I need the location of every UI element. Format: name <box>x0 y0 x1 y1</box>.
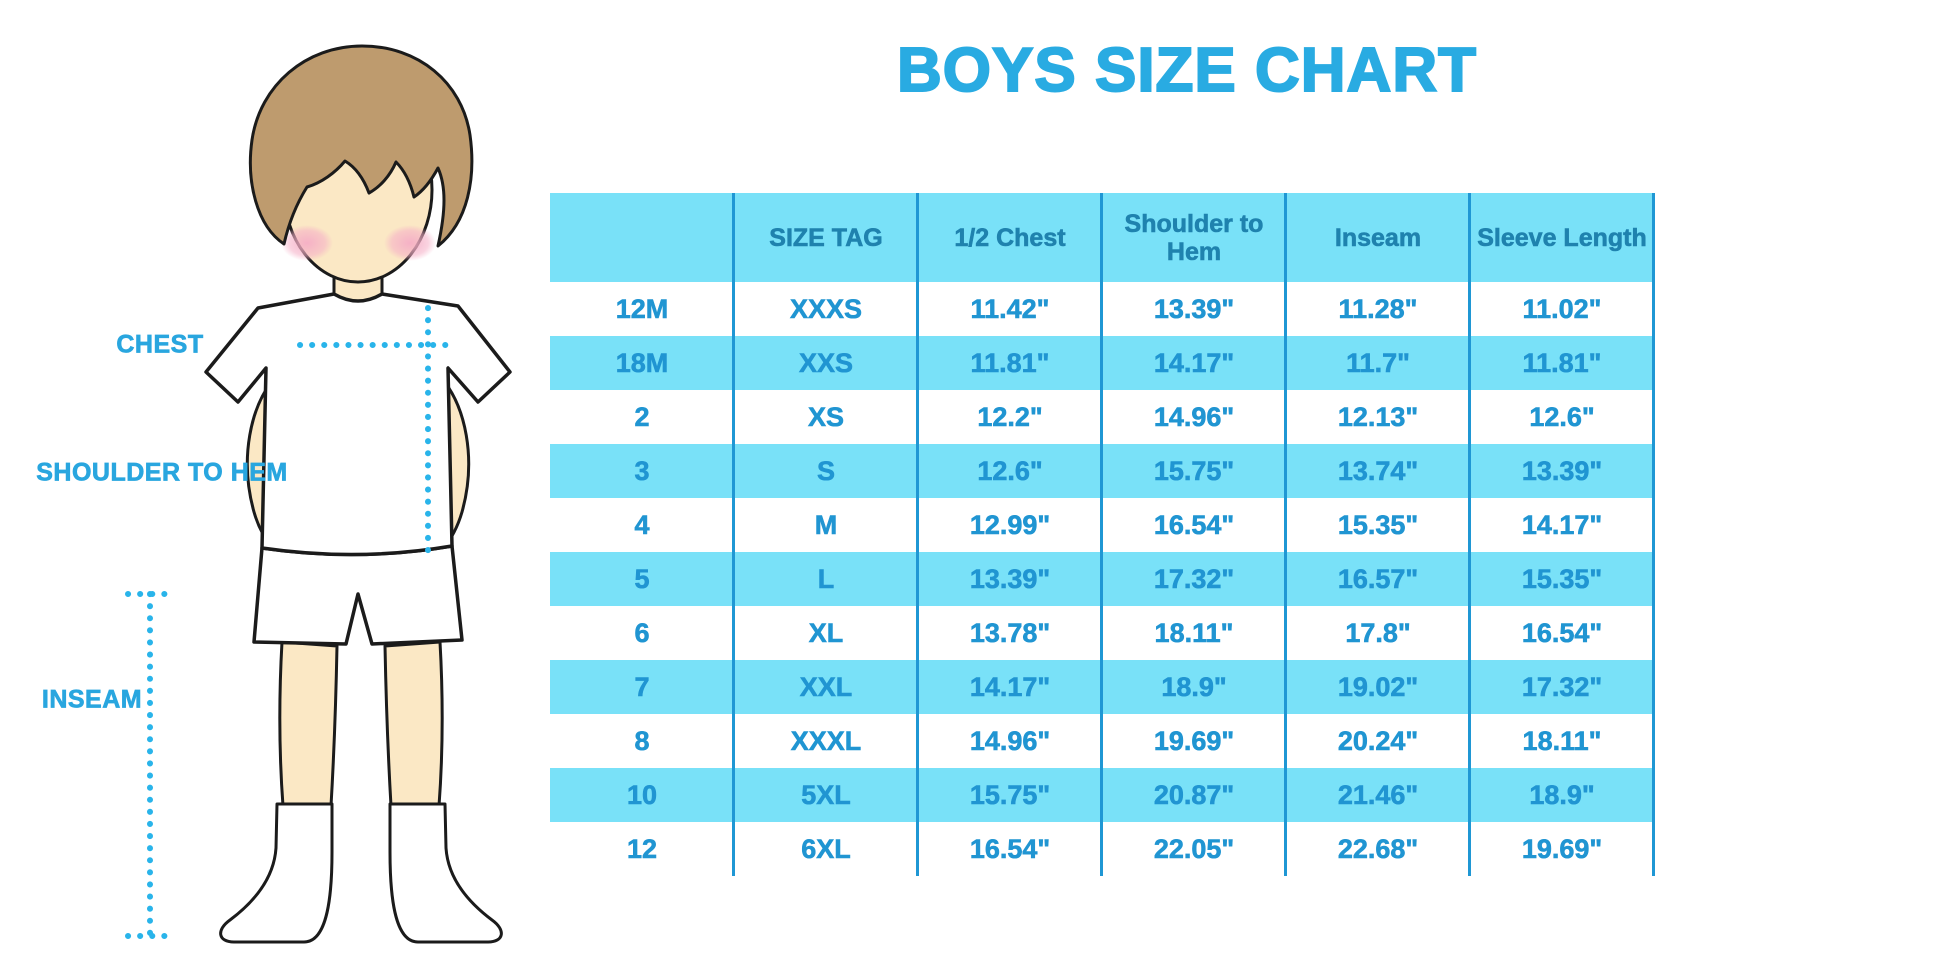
shoulder-to-hem-label: SHOULDER TO HEM <box>36 458 288 487</box>
boy-shorts <box>252 544 464 646</box>
table-cell: 11.7" <box>1346 347 1410 378</box>
table-cell: 19.69" <box>1153 725 1235 756</box>
table-cell: 10 <box>626 779 658 810</box>
table-cell: 15.75" <box>969 779 1051 810</box>
table-cell: 13.39" <box>1153 293 1235 324</box>
table-cell: 11.02" <box>1522 293 1602 324</box>
column-divider <box>916 193 919 876</box>
boy-hair <box>248 44 474 248</box>
table-cell: 5XL <box>801 779 851 810</box>
column-divider <box>732 193 735 876</box>
table-cell: XXL <box>799 671 853 702</box>
column-header: Sleeve Length <box>1477 223 1647 252</box>
table-cell: 5 <box>634 563 650 594</box>
column-header: 1/2 Chest <box>954 223 1066 252</box>
page-title: BOYS SIZE CHART <box>896 36 1477 105</box>
table-cell: 6 <box>634 617 650 648</box>
table-cell: 18.9" <box>1161 671 1227 702</box>
table-cell: 19.69" <box>1521 833 1603 864</box>
table-cell: 12.13" <box>1337 401 1419 432</box>
table-cell: 20.87" <box>1153 779 1235 810</box>
boy-left-sock <box>219 802 334 944</box>
table-cell: 14.17" <box>969 671 1051 702</box>
table-cell: 14.17" <box>1521 509 1603 540</box>
table-cell: 16.54" <box>969 833 1051 864</box>
table-cell: 20.24" <box>1337 725 1419 756</box>
table-cell: 12M <box>615 293 669 324</box>
table-cell: 11.81" <box>1522 347 1602 378</box>
table-cell: 13.74" <box>1337 455 1419 486</box>
table-cell: 22.68" <box>1337 833 1419 864</box>
column-header: Inseam <box>1334 223 1422 252</box>
table-cell: 14.96" <box>1153 401 1235 432</box>
column-header: Shoulder to Hem <box>1124 209 1264 266</box>
table-cell: 17.8" <box>1345 617 1411 648</box>
table-cell: 12 <box>626 833 658 864</box>
table-cell: XL <box>808 617 844 648</box>
table-cell: 11.42" <box>970 293 1050 324</box>
table-cell: 11.28" <box>1338 293 1418 324</box>
table-cell: 3 <box>634 455 650 486</box>
table-cell: 18.11" <box>1522 725 1602 756</box>
table-cell: 8 <box>634 725 650 756</box>
table-cell: 13.39" <box>1521 455 1603 486</box>
table-cell: M <box>814 509 838 540</box>
table-cell: 18M <box>615 347 669 378</box>
table-cell: 21.46" <box>1337 779 1419 810</box>
table-cell: 16.54" <box>1153 509 1235 540</box>
table-cell: 16.54" <box>1521 617 1603 648</box>
table-cell: 18.11" <box>1154 617 1234 648</box>
table-cell: L <box>817 563 835 594</box>
column-divider <box>1100 193 1103 876</box>
column-header: SIZE TAG <box>769 223 883 252</box>
boy-blush-left <box>281 225 333 261</box>
table-cell: XXS <box>798 347 854 378</box>
chest-label: CHEST <box>116 330 204 359</box>
column-header <box>550 193 734 282</box>
table-cell: 12.99" <box>969 509 1051 540</box>
table-cell: 11.81" <box>970 347 1050 378</box>
column-divider <box>1468 193 1471 876</box>
table-cell: 4 <box>634 509 650 540</box>
table-cell: XXXS <box>789 293 863 324</box>
table-cell: 17.32" <box>1521 671 1603 702</box>
boy-right-sock <box>388 802 503 944</box>
table-cell: 22.05" <box>1153 833 1235 864</box>
table-cell: 19.02" <box>1337 671 1419 702</box>
table-cell: 2 <box>634 401 650 432</box>
table-cell: XXXL <box>790 725 862 756</box>
table-cell: 14.17" <box>1153 347 1235 378</box>
column-divider <box>1652 193 1655 876</box>
table-cell: 6XL <box>801 833 851 864</box>
boy-left-leg <box>278 640 339 808</box>
table-cell: 13.39" <box>969 563 1051 594</box>
table-cell: 16.57" <box>1337 563 1419 594</box>
table-cell: 14.96" <box>969 725 1051 756</box>
table-cell: 12.2" <box>977 401 1043 432</box>
boy-right-leg <box>383 640 444 808</box>
table-cell: 12.6" <box>1529 401 1595 432</box>
table-cell: 18.9" <box>1529 779 1595 810</box>
table-cell: 13.78" <box>969 617 1051 648</box>
column-divider <box>1284 193 1287 876</box>
inseam-label: INSEAM <box>41 685 143 714</box>
table-cell: S <box>816 455 836 486</box>
table-cell: 15.75" <box>1153 455 1235 486</box>
boy-blush-right <box>384 225 436 261</box>
table-cell: XS <box>807 401 845 432</box>
table-cell: 15.35" <box>1521 563 1603 594</box>
table-cell: 17.32" <box>1153 563 1235 594</box>
table-cell: 12.6" <box>977 455 1043 486</box>
table-cell: 15.35" <box>1337 509 1419 540</box>
table-cell: 7 <box>634 671 650 702</box>
